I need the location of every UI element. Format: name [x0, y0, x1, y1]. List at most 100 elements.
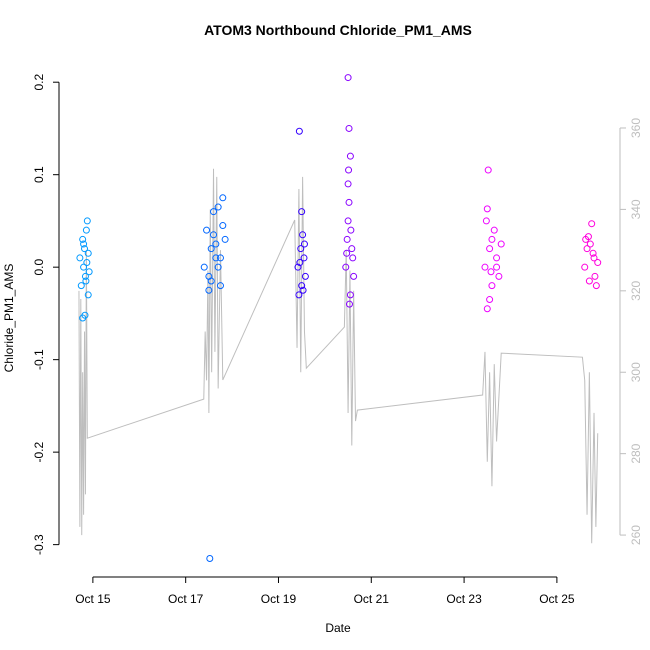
- point: [216, 254, 224, 262]
- point: [80, 240, 88, 248]
- point: [488, 235, 496, 243]
- point: [345, 166, 353, 174]
- point: [583, 245, 591, 253]
- point: [484, 166, 492, 174]
- point: [216, 282, 224, 290]
- y-tick-label: 0.2: [32, 74, 46, 91]
- point: [214, 263, 222, 271]
- point: [342, 263, 350, 271]
- point: [581, 263, 589, 271]
- point: [298, 208, 306, 216]
- x-tick-label: Oct 19: [261, 592, 297, 606]
- point: [346, 152, 354, 160]
- y2-tick-label: 260: [629, 525, 643, 545]
- point: [76, 254, 84, 262]
- y-tick-label: -0.3: [32, 534, 46, 555]
- point: [594, 259, 602, 267]
- point: [295, 127, 303, 135]
- point: [84, 249, 92, 257]
- y2-tick-label: 280: [629, 443, 643, 463]
- y2-tick-label: 300: [629, 362, 643, 382]
- y2-tick-label: 340: [629, 199, 643, 219]
- point: [344, 217, 352, 225]
- point: [79, 235, 87, 243]
- y2-tick-label: 320: [629, 280, 643, 300]
- point: [589, 249, 597, 257]
- point: [490, 226, 498, 234]
- point: [205, 286, 213, 294]
- point: [481, 263, 489, 271]
- x-tick-label: Oct 17: [168, 592, 204, 606]
- point: [350, 272, 358, 280]
- point: [203, 226, 211, 234]
- point: [497, 240, 505, 248]
- point: [81, 245, 89, 253]
- point: [83, 259, 91, 267]
- x-tick-label: Oct 15: [75, 592, 111, 606]
- point: [585, 277, 593, 285]
- line: [78, 168, 599, 544]
- point: [81, 272, 89, 280]
- y-tick-label: -0.2: [32, 441, 46, 462]
- point: [300, 240, 308, 248]
- x-tick-label: Oct 21: [354, 592, 390, 606]
- point: [210, 208, 218, 216]
- point: [344, 74, 352, 82]
- point: [347, 226, 355, 234]
- x-tick-label: Oct 25: [539, 592, 575, 606]
- point: [482, 217, 490, 225]
- point: [495, 272, 503, 280]
- point: [219, 194, 227, 202]
- point: [299, 231, 307, 239]
- point: [82, 226, 90, 234]
- point: [85, 268, 93, 276]
- point: [80, 263, 88, 271]
- point: [299, 286, 307, 294]
- point: [295, 291, 303, 299]
- x-axis-label: Date: [325, 621, 351, 635]
- y-tick-label: 0.1: [32, 166, 46, 183]
- point: [84, 291, 92, 299]
- point: [345, 124, 353, 132]
- point: [294, 263, 302, 271]
- point: [300, 254, 308, 262]
- point: [200, 263, 208, 271]
- point: [349, 254, 357, 262]
- point: [82, 277, 90, 285]
- point: [588, 220, 596, 228]
- point: [586, 240, 594, 248]
- chart-title: ATOM3 Northbound Chloride_PM1_AMS: [204, 22, 472, 38]
- point: [212, 240, 220, 248]
- point: [207, 245, 215, 253]
- point: [592, 282, 600, 290]
- point: [214, 203, 222, 211]
- point: [212, 254, 220, 262]
- point: [81, 311, 89, 319]
- point: [345, 300, 353, 308]
- point: [483, 205, 491, 213]
- point: [584, 233, 592, 241]
- point: [207, 277, 215, 285]
- point: [343, 235, 351, 243]
- point: [206, 555, 214, 563]
- point: [345, 198, 353, 206]
- point: [298, 282, 306, 290]
- point: [77, 282, 85, 290]
- point: [488, 282, 496, 290]
- point: [493, 263, 501, 271]
- point: [590, 254, 598, 262]
- point: [296, 259, 304, 267]
- point: [486, 245, 494, 253]
- point: [83, 217, 91, 225]
- point: [301, 272, 309, 280]
- point: [487, 268, 495, 276]
- point: [210, 231, 218, 239]
- y-tick-label: 0.0: [32, 259, 46, 276]
- point: [346, 291, 354, 299]
- point: [591, 272, 599, 280]
- point: [483, 305, 491, 313]
- x-tick-label: Oct 23: [446, 592, 482, 606]
- point: [219, 222, 227, 230]
